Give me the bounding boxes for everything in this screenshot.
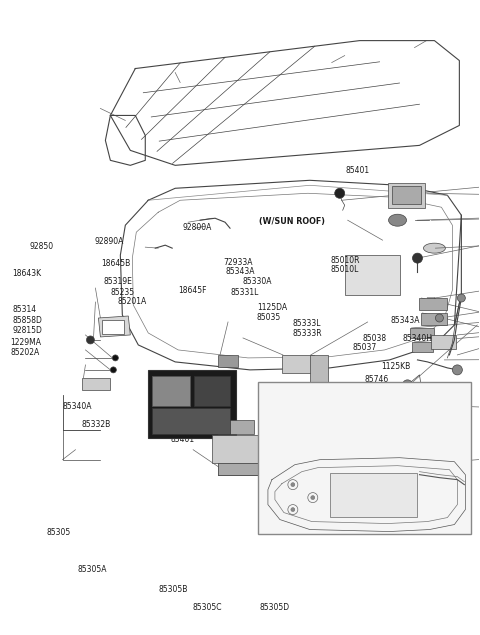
Bar [148, 370, 236, 438]
Text: 92620: 92620 [405, 444, 429, 453]
Text: 85317B: 85317B [235, 451, 264, 460]
Bar [152, 408, 230, 434]
Circle shape [335, 189, 345, 198]
Bar [102, 320, 124, 334]
Text: 85340H: 85340H [403, 334, 433, 343]
Text: 85333L: 85333L [293, 319, 321, 328]
Circle shape [413, 404, 421, 411]
Text: 85340A: 85340A [63, 403, 93, 411]
Circle shape [403, 380, 412, 390]
Circle shape [384, 448, 405, 467]
Text: 92800A: 92800A [182, 223, 212, 232]
Text: 85305A: 85305A [77, 565, 107, 574]
Bar [282, 355, 314, 373]
Bar [409, 328, 434, 338]
Bar [218, 355, 238, 367]
Text: 85038: 85038 [362, 334, 386, 343]
Text: 92495A: 92495A [376, 463, 406, 472]
Text: 85343A: 85343A [226, 267, 255, 276]
Bar [330, 472, 418, 516]
Text: 83299: 83299 [209, 394, 233, 403]
Text: 85202A: 85202A [10, 348, 39, 357]
Circle shape [457, 294, 465, 302]
Circle shape [110, 367, 116, 373]
Text: 85319E: 85319E [104, 277, 132, 286]
Circle shape [112, 355, 119, 361]
Circle shape [390, 453, 399, 463]
Text: 85401: 85401 [345, 166, 370, 175]
Text: 85305C: 85305C [192, 603, 222, 612]
Bar [420, 298, 447, 310]
Circle shape [291, 483, 295, 486]
Text: 92850: 92850 [29, 242, 54, 251]
Circle shape [86, 336, 95, 344]
Bar [432, 335, 456, 349]
Ellipse shape [389, 214, 407, 226]
Text: 85037: 85037 [352, 344, 377, 352]
Text: 18643K: 18643K [12, 269, 42, 277]
Circle shape [435, 314, 444, 322]
Text: 85010L: 85010L [331, 265, 360, 274]
Bar [83, 378, 110, 390]
Circle shape [412, 253, 422, 263]
Circle shape [291, 507, 295, 512]
Text: 85235: 85235 [111, 288, 135, 297]
Text: 85201A: 85201A [118, 297, 147, 306]
Text: 85305B: 85305B [158, 585, 188, 594]
Text: 85746: 85746 [364, 375, 389, 384]
Text: 92815D: 92815D [12, 326, 43, 335]
Text: 85010R: 85010R [331, 256, 360, 265]
Text: 18645E: 18645E [333, 444, 362, 453]
Bar [387, 184, 425, 208]
Bar [405, 415, 436, 431]
Circle shape [311, 495, 315, 500]
Text: 85343A: 85343A [391, 316, 420, 325]
Text: 1125DA: 1125DA [257, 304, 287, 312]
Bar [218, 420, 254, 434]
Text: 85305: 85305 [46, 528, 71, 537]
Text: 1229MA: 1229MA [10, 338, 41, 347]
Bar [310, 355, 328, 383]
Bar [408, 432, 435, 444]
Text: 92890A: 92890A [94, 237, 123, 246]
Bar [194, 376, 230, 406]
Circle shape [452, 365, 462, 375]
Polygon shape [98, 316, 130, 337]
Text: 10410V: 10410V [288, 411, 317, 420]
Bar [411, 342, 433, 352]
Text: 72933A: 72933A [223, 258, 253, 267]
Bar [218, 463, 258, 474]
Text: 1125KB: 1125KB [381, 363, 410, 371]
Text: 85035: 85035 [257, 313, 281, 322]
Text: 85331L: 85331L [230, 288, 259, 297]
Text: 85332B: 85332B [81, 420, 110, 429]
Text: 85401: 85401 [170, 435, 195, 444]
Ellipse shape [423, 243, 445, 253]
Text: 85330A: 85330A [242, 277, 272, 286]
Circle shape [310, 383, 328, 401]
Text: 85305D: 85305D [259, 603, 289, 612]
Text: 85314: 85314 [12, 305, 37, 314]
Bar [345, 255, 399, 295]
Bar [392, 186, 421, 204]
Bar [421, 313, 447, 325]
Bar [258, 382, 471, 533]
Text: 85380C: 85380C [400, 429, 430, 438]
Text: (W/SUN ROOF): (W/SUN ROOF) [259, 217, 325, 225]
Bar [212, 435, 264, 463]
Bar [152, 376, 190, 406]
Text: 18645B: 18645B [101, 259, 131, 268]
Text: 85858D: 85858D [12, 316, 43, 325]
Ellipse shape [373, 444, 416, 472]
Text: 18645F: 18645F [178, 286, 206, 295]
Text: 85333R: 85333R [293, 329, 322, 338]
